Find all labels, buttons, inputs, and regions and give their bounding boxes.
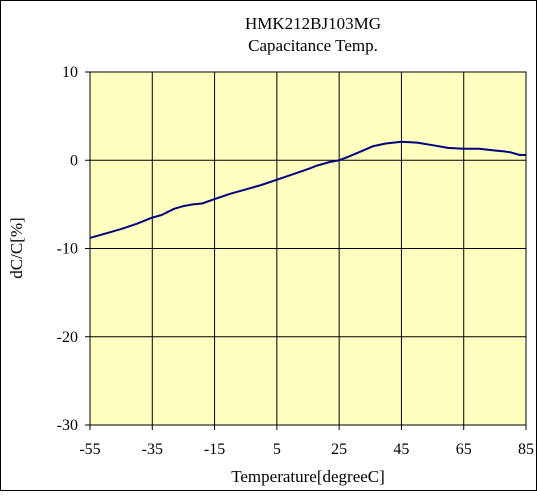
y-tick-label: -20 bbox=[57, 329, 78, 346]
x-tick-label: 65 bbox=[456, 441, 472, 458]
series-line bbox=[89, 140, 526, 239]
tick-labels: -55 -35 -15 5 25 45 65 85 10 0 -10 -20 -30 bbox=[57, 64, 534, 458]
x-tick-label: -15 bbox=[204, 441, 225, 458]
chart-subtitle: Capacitance Temp. bbox=[248, 36, 378, 55]
y-tick-label: -30 bbox=[57, 417, 78, 434]
grid-lines bbox=[85, 71, 527, 430]
x-tick-label: 85 bbox=[518, 441, 534, 458]
y-tick-label: 0 bbox=[70, 152, 78, 169]
x-tick-label: 45 bbox=[393, 441, 409, 458]
x-tick-label: -35 bbox=[142, 441, 163, 458]
chart-title: HMK212BJ103MG bbox=[245, 14, 381, 33]
y-tick-label: 10 bbox=[62, 64, 78, 81]
x-tick-label: 25 bbox=[331, 441, 347, 458]
x-axis-label: Temperature[degreeC] bbox=[231, 467, 385, 486]
series-layer bbox=[89, 140, 526, 239]
x-tick-label: -55 bbox=[79, 441, 100, 458]
y-axis-label: dC/C[%] bbox=[7, 217, 26, 278]
y-tick-label: -10 bbox=[57, 241, 78, 258]
x-tick-label: 5 bbox=[273, 441, 281, 458]
